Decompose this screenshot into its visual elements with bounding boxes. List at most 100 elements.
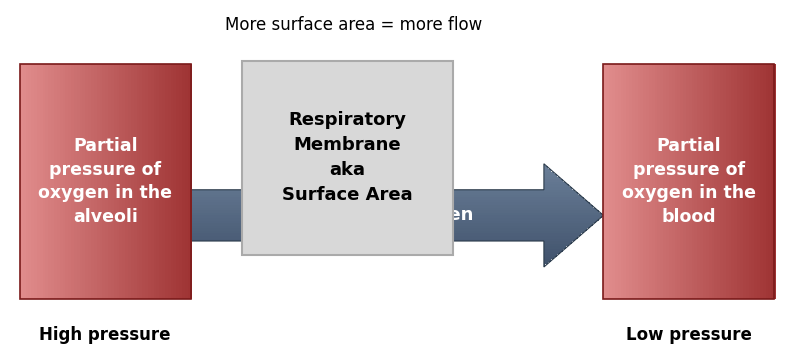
Bar xyxy=(191,239,575,241)
Bar xyxy=(85,64,90,299)
Bar xyxy=(148,64,152,299)
Bar xyxy=(40,64,44,299)
Bar xyxy=(176,64,181,299)
Bar xyxy=(715,64,719,299)
Bar xyxy=(544,246,566,249)
Bar xyxy=(99,64,104,299)
Bar xyxy=(191,220,596,223)
Bar xyxy=(191,210,599,213)
Bar xyxy=(729,64,733,299)
Bar xyxy=(544,184,569,187)
Bar xyxy=(156,64,161,299)
Bar xyxy=(769,64,773,299)
Bar xyxy=(666,64,670,299)
Bar xyxy=(638,64,642,299)
Bar xyxy=(191,208,596,210)
Bar xyxy=(191,203,590,205)
Bar xyxy=(672,64,676,299)
Bar xyxy=(632,64,636,299)
Bar xyxy=(603,64,774,299)
Bar xyxy=(191,192,578,195)
Bar xyxy=(88,64,93,299)
Bar xyxy=(191,200,587,203)
Bar xyxy=(48,64,52,299)
Bar xyxy=(669,64,673,299)
Bar xyxy=(734,64,738,299)
Bar xyxy=(179,64,183,299)
Bar xyxy=(709,64,713,299)
Bar xyxy=(737,64,742,299)
Text: Partial
pressure of
oxygen in the
blood: Partial pressure of oxygen in the blood xyxy=(622,137,756,226)
Bar xyxy=(706,64,711,299)
Bar xyxy=(65,64,70,299)
Text: Respiratory
Membrane
aka
Surface Area: Respiratory Membrane aka Surface Area xyxy=(282,111,413,204)
Bar xyxy=(612,64,616,299)
Bar xyxy=(544,241,572,244)
Bar xyxy=(105,64,110,299)
Bar xyxy=(723,64,727,299)
Bar xyxy=(191,215,602,218)
Bar xyxy=(544,187,572,190)
Bar xyxy=(683,64,688,299)
Bar xyxy=(692,64,696,299)
Bar xyxy=(151,64,155,299)
Bar xyxy=(23,64,27,299)
Bar xyxy=(544,254,557,257)
Bar xyxy=(763,64,767,299)
Bar xyxy=(173,64,178,299)
Bar xyxy=(649,64,653,299)
Bar xyxy=(544,244,569,246)
Bar xyxy=(751,64,756,299)
Bar xyxy=(621,64,625,299)
Bar xyxy=(686,64,691,299)
Bar xyxy=(191,236,578,239)
Bar xyxy=(544,166,549,169)
Bar xyxy=(700,64,704,299)
Bar xyxy=(652,64,656,299)
Bar xyxy=(657,64,662,299)
Bar xyxy=(108,64,113,299)
Bar xyxy=(641,64,645,299)
Bar xyxy=(160,64,164,299)
Text: More surface area = more flow: More surface area = more flow xyxy=(225,16,482,34)
Bar xyxy=(654,64,659,299)
Bar xyxy=(37,64,41,299)
Bar xyxy=(133,64,138,299)
Bar xyxy=(603,64,608,299)
Bar xyxy=(634,64,639,299)
Bar xyxy=(754,64,759,299)
Bar xyxy=(544,172,554,174)
Bar xyxy=(20,64,191,299)
Bar xyxy=(544,169,551,172)
Bar xyxy=(168,64,172,299)
Bar xyxy=(79,64,84,299)
Bar xyxy=(544,174,557,177)
Bar xyxy=(615,64,619,299)
Bar xyxy=(675,64,679,299)
Bar xyxy=(191,223,593,226)
Text: Low pressure: Low pressure xyxy=(626,325,752,344)
Bar xyxy=(51,64,56,299)
Bar xyxy=(746,64,750,299)
Bar xyxy=(29,64,33,299)
Bar xyxy=(145,64,149,299)
Bar xyxy=(626,64,630,299)
Bar xyxy=(171,64,175,299)
Bar xyxy=(609,64,614,299)
Bar xyxy=(544,177,561,179)
Bar xyxy=(544,265,545,267)
Bar xyxy=(191,205,593,208)
Bar xyxy=(740,64,745,299)
Bar xyxy=(114,64,118,299)
Bar xyxy=(749,64,753,299)
Bar xyxy=(191,228,587,231)
Bar xyxy=(45,64,50,299)
Text: High pressure: High pressure xyxy=(39,325,171,344)
Bar xyxy=(63,64,67,299)
Bar xyxy=(191,218,599,220)
Bar xyxy=(544,262,549,265)
Bar xyxy=(131,64,135,299)
Bar xyxy=(165,64,169,299)
Bar xyxy=(60,64,64,299)
Bar xyxy=(139,64,144,299)
